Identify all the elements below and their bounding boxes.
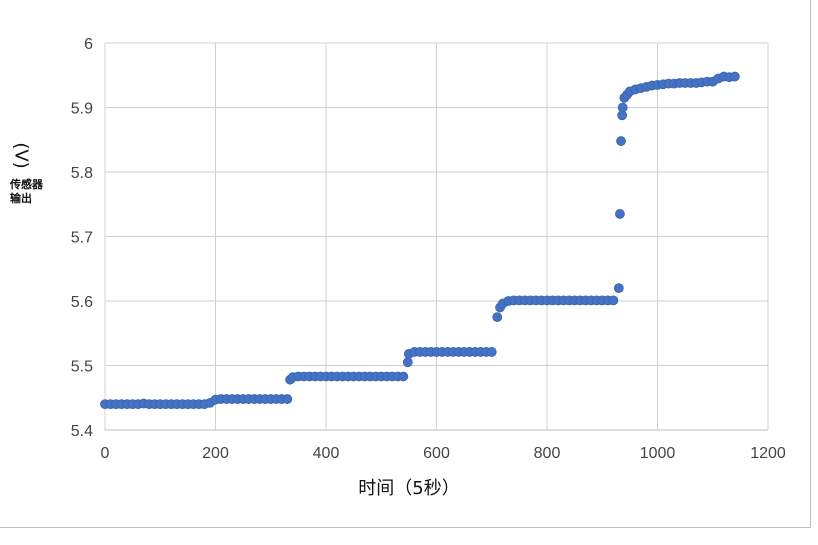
data-point <box>616 136 626 146</box>
data-point <box>282 394 293 404</box>
y-tick-label: 5.4 <box>71 423 93 440</box>
y-tick-label: 5.7 <box>71 230 93 247</box>
x-tick-label: 1000 <box>640 445 676 462</box>
x-tick-label: 600 <box>423 445 450 462</box>
data-point <box>398 371 409 382</box>
data-point <box>608 295 619 306</box>
x-axis-label: 时间（5秒） <box>358 478 460 499</box>
chart-frame <box>0 0 811 528</box>
y-tick-label: 6 <box>84 36 93 53</box>
data-point <box>613 283 624 294</box>
data-point <box>492 312 503 323</box>
x-tick-label: 800 <box>534 445 561 462</box>
data-point <box>617 102 628 113</box>
x-tick-label: 200 <box>202 445 229 462</box>
data-point <box>402 357 413 368</box>
y-tick-label: 5.5 <box>71 359 93 376</box>
data-point <box>729 71 740 82</box>
data-point <box>486 347 497 357</box>
y-tick-label: 5.8 <box>71 165 93 182</box>
x-tick-label: 400 <box>313 445 340 462</box>
y-axis-unit: (V) <box>10 142 32 169</box>
y-tick-label: 5.6 <box>71 294 93 311</box>
x-tick-label: 0 <box>101 445 110 462</box>
y-axis-label: 传感器输出 <box>10 178 43 205</box>
y-tick-label: 5.9 <box>71 101 93 118</box>
x-tick-label: 1200 <box>750 445 786 462</box>
data-point <box>615 209 625 219</box>
